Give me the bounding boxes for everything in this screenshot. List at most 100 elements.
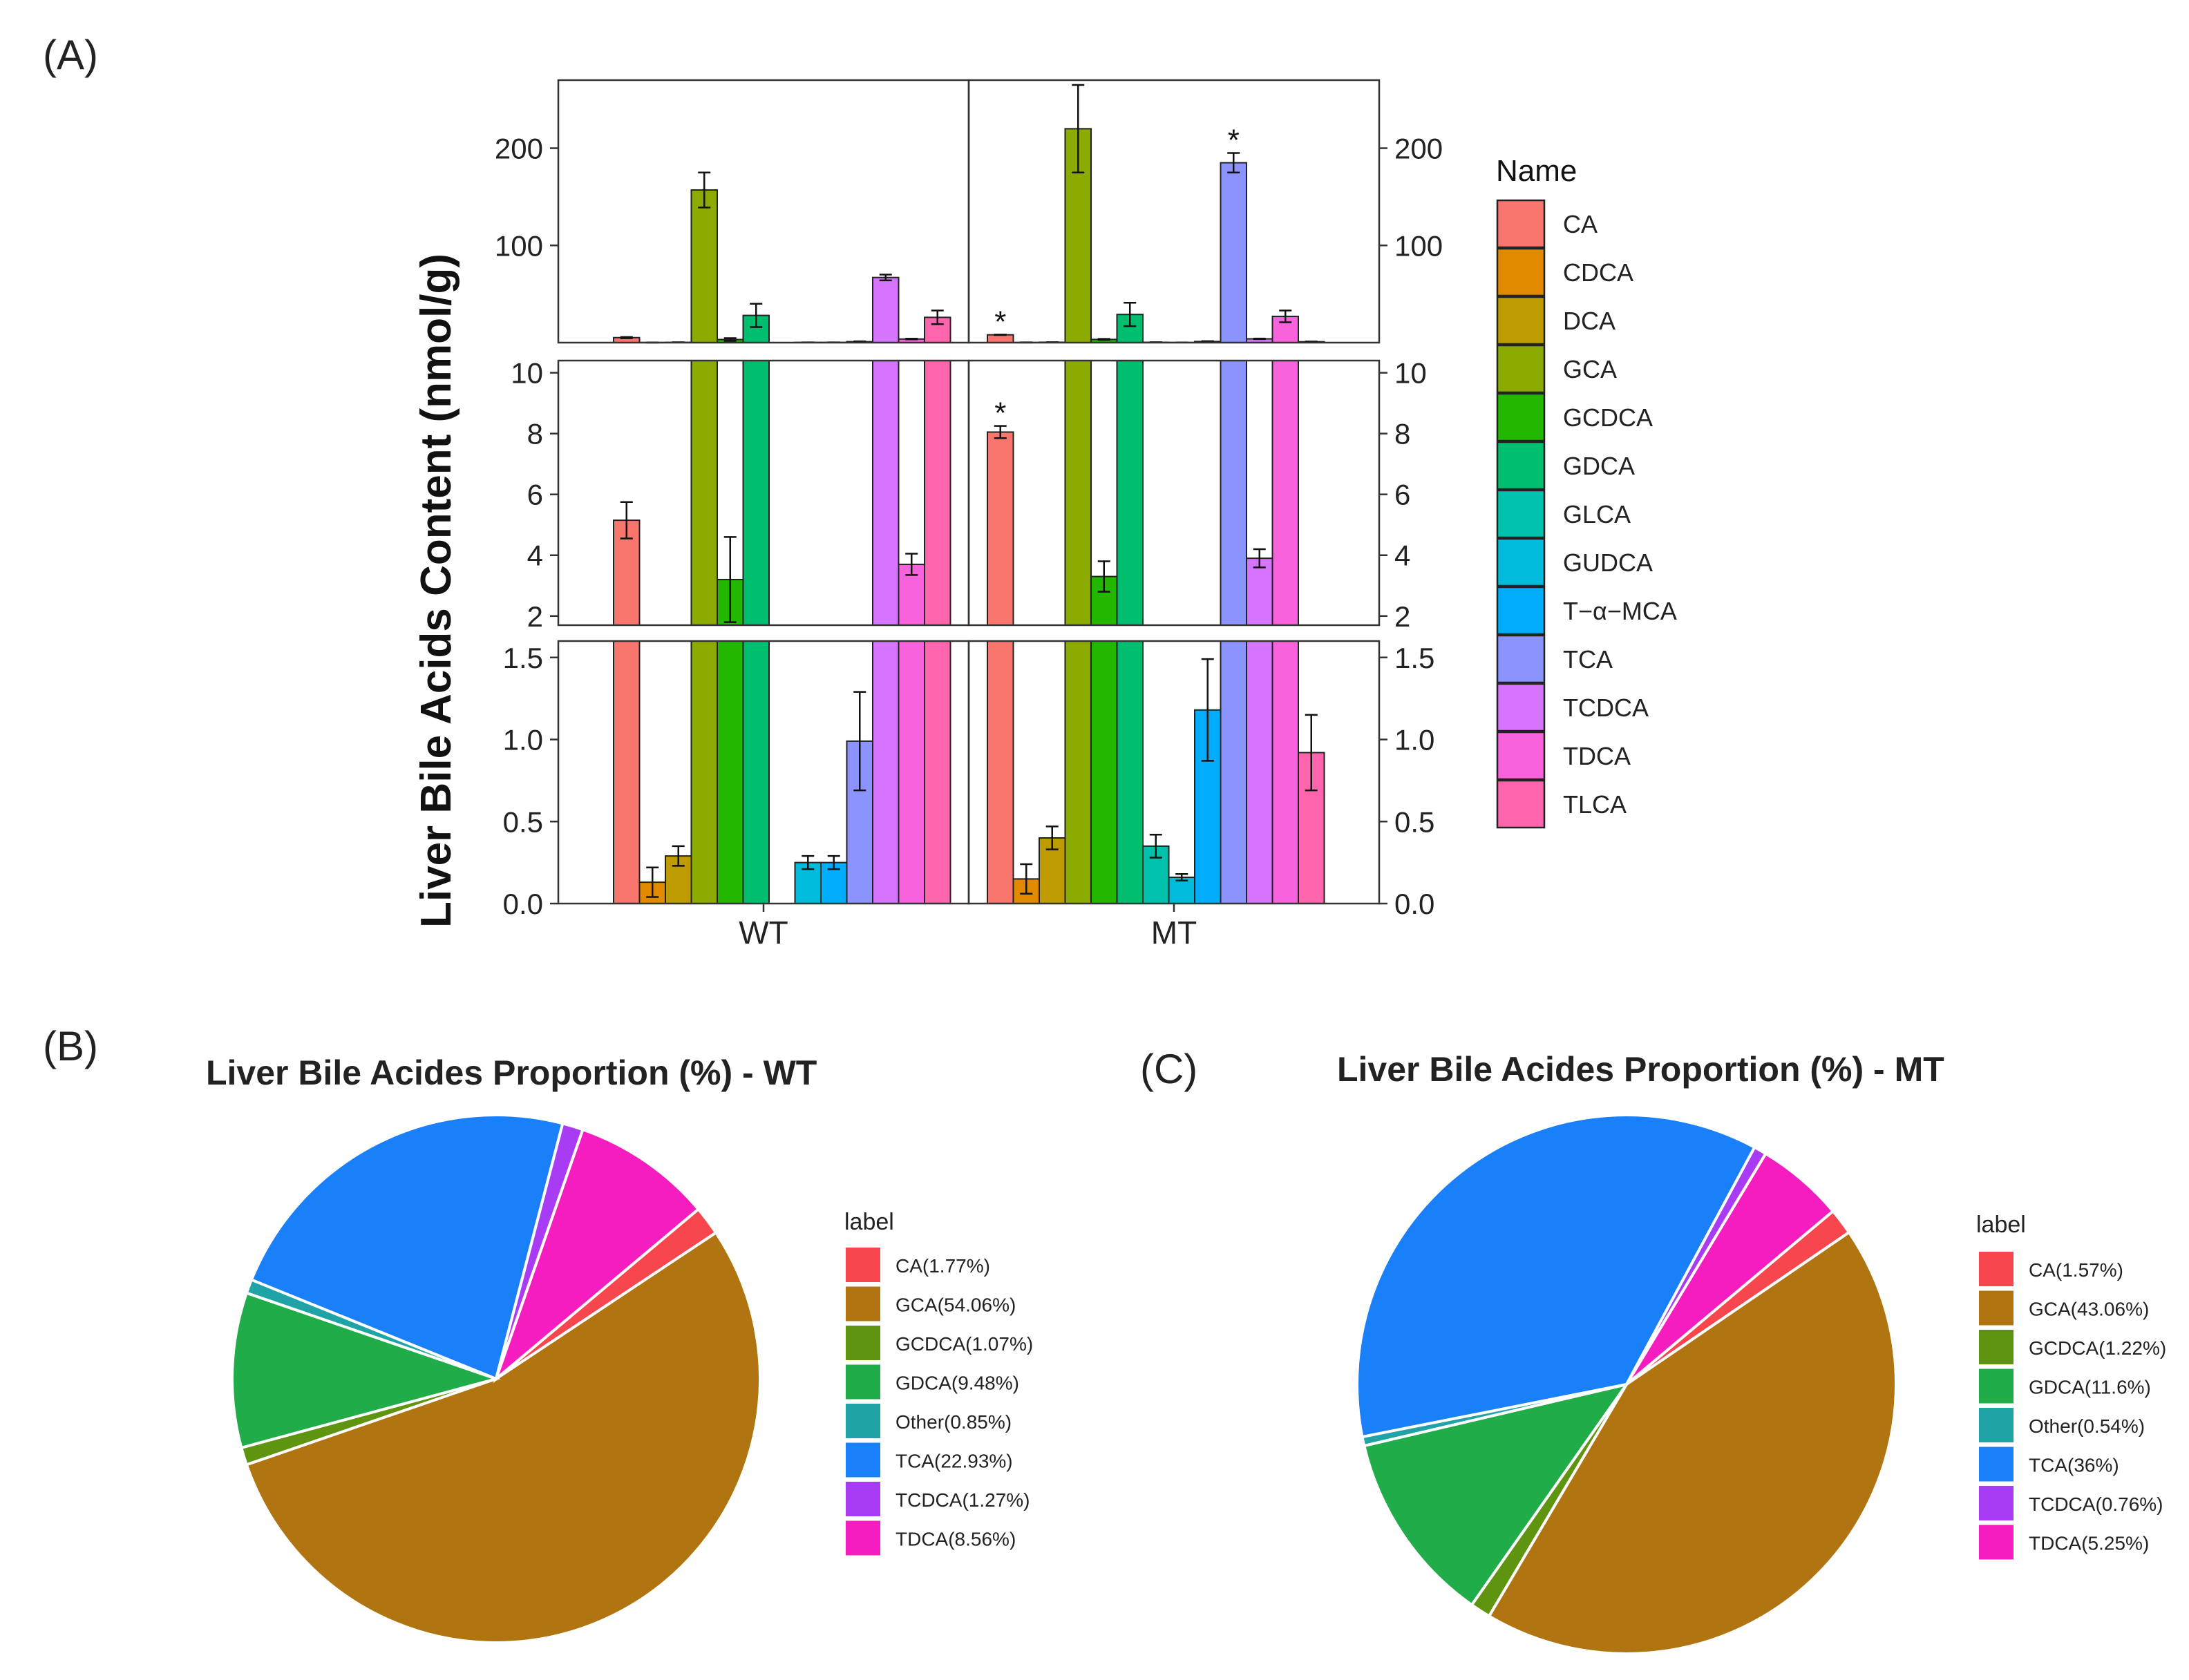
pie-legend-swatch-mt-other — [1979, 1408, 2013, 1442]
pie-legend-swatch-mt-gcdca — [1979, 1330, 2013, 1364]
significance-mark-mt-ca: * — [994, 397, 1006, 430]
bar-mt-tcdca-seg0 — [1246, 640, 1273, 904]
bar-legend: Name CA CDCA DCA GCA GCDCA GDCA GLCA GUDCA T−α−M… — [1496, 154, 1677, 829]
bar-wt-tcdca-seg1 — [872, 360, 900, 626]
legend-swatch-tca — [1496, 634, 1546, 684]
pie-legend-swatch-mt-gdca — [1979, 1368, 2013, 1404]
x-tick-label-wt: WT — [739, 915, 788, 951]
pie-legend-swatch-wt-tcdca — [846, 1482, 880, 1516]
pie-slice-mt-tdca — [1625, 1152, 1835, 1386]
error-bar-mt-t-mca — [1201, 340, 1214, 343]
bar-mt-tdca-seg1 — [1271, 360, 1299, 626]
bar-wt-gdca-seg1 — [742, 360, 770, 626]
bar-wt-tcdca-seg0 — [872, 640, 900, 904]
pie-legend-swatch-wt-gdca — [846, 1364, 880, 1400]
legend-label-gudca: GUDCA — [1563, 548, 1653, 577]
bar-wt-gdca-seg2 — [742, 314, 770, 343]
error-bar-wt-cdca — [646, 866, 659, 898]
pie-legend-label-wt-ca: CA(1.77%) — [896, 1255, 990, 1277]
legend-swatch-ca — [1496, 199, 1546, 249]
pie-chart-wt: Liver Bile Acides Proportion (%) - WT la… — [206, 1053, 1033, 1644]
bar-mt-ca-seg1 — [987, 431, 1014, 627]
pie-legend-label-mt-gdca: GDCA(11.6%) — [2029, 1377, 2151, 1398]
legend-swatch-cdca — [1496, 247, 1546, 297]
error-bar-mt-glca — [1149, 834, 1162, 859]
bar-mt-ca-seg0 — [987, 640, 1014, 904]
pie-legend-title-mt: label — [1976, 1212, 2026, 1238]
pie-legend-label-wt-gca: GCA(54.06%) — [896, 1295, 1016, 1316]
y-tick-label-right-0-1: 0.5 — [1394, 805, 1434, 838]
error-bar-mt-gudca — [1175, 873, 1188, 881]
legend-label-glca: GLCA — [1563, 500, 1631, 528]
error-bar-wt-gcdca — [723, 337, 737, 342]
y-tick-label-right-2-0: 100 — [1394, 229, 1443, 262]
legend-label-cdca: CDCA — [1563, 258, 1633, 287]
pie-slice-mt-tca — [1356, 1114, 1756, 1439]
error-bar-wt-gudca — [802, 855, 815, 870]
error-bar-wt-dca — [672, 845, 685, 867]
legend-label-tdca: TDCA — [1563, 742, 1631, 770]
pie-title-mt: Liver Bile Acides Proportion (%) - MT — [1337, 1050, 1944, 1089]
frame-mt-seg2 — [967, 79, 1381, 344]
y-tick-label-right-1-2: 6 — [1394, 479, 1410, 511]
error-bar-mt-t-mca — [1201, 658, 1214, 762]
error-bar-mt-gdca — [1124, 302, 1137, 327]
bar-mt-gca-seg1 — [1064, 360, 1092, 626]
bar-wt-gca-seg1 — [690, 360, 718, 626]
pie-slice-wt-gca — [245, 1230, 761, 1644]
legend-label-tcdca: TCDCA — [1563, 694, 1649, 722]
legend-label-gcdca: GCDCA — [1563, 403, 1653, 432]
pie-title-wt: Liver Bile Acides Proportion (%) - WT — [206, 1053, 817, 1092]
bar-mt-tca-seg1 — [1220, 360, 1247, 626]
legend-swatch-gcdca — [1496, 392, 1546, 442]
bar-mt-tca-seg2 — [1220, 162, 1247, 343]
pie-legend-mt: CA(1.57%) GCA(43.06%) GCDCA(1.22%) GDCA(11.… — [1979, 1252, 2166, 1560]
y-tick-label-left-0-2: 1.0 — [503, 724, 543, 756]
panel-label-b: (B) — [43, 1023, 98, 1069]
pie-legend-wt: CA(1.77%) GCA(54.06%) GCDCA(1.07%) GDCA(9.4… — [846, 1248, 1033, 1556]
pie-legend-label-mt-tcdca: TCDCA(0.76%) — [2029, 1493, 2163, 1515]
panel-label-a: (A) — [43, 32, 98, 78]
error-bar-mt-tcdca — [1253, 548, 1266, 569]
pie-legend-title-wt: label — [844, 1209, 894, 1235]
significance-mark-mt-ca: * — [994, 305, 1006, 338]
pie-legend-swatch-wt-ca — [846, 1248, 880, 1282]
legend-swatch-t-mca — [1496, 586, 1546, 636]
axes: 0.0 0.0 0.5 0.5 1.0 1.0 1.5 1.5 2 2 4 4 6 6 8 8 10 10 100 1… — [495, 133, 1443, 951]
error-bar-mt-tlca — [1305, 714, 1318, 792]
panel-label-c: (C) — [1140, 1046, 1197, 1092]
legend-label-dca: DCA — [1563, 307, 1615, 335]
error-bar-mt-gcdca — [1097, 560, 1110, 593]
y-tick-label-right-0-0: 0.0 — [1394, 888, 1434, 920]
pie-chart-mt: Liver Bile Acides Proportion (%) - MT la… — [1337, 1050, 2166, 1655]
bar-mt-gudca-seg0 — [1168, 877, 1195, 904]
y-tick-label-right-1-4: 10 — [1394, 357, 1427, 390]
pie-legend-swatch-mt-gca — [1979, 1290, 2013, 1326]
bar-wt-gcdca-seg0 — [717, 640, 744, 904]
bar-wt-tcdca-seg2 — [872, 276, 900, 343]
pie-legend-swatch-wt-gca — [846, 1286, 880, 1321]
legend-label-tca: TCA — [1563, 645, 1613, 674]
error-bar-wt-tca — [853, 691, 866, 792]
pie-slice-wt-tca — [249, 1114, 565, 1381]
bar-wt-tlca-seg0 — [924, 640, 951, 904]
legend-label-tlca: TLCA — [1563, 790, 1627, 819]
legend-swatch-gdca — [1496, 441, 1546, 490]
y-tick-label-right-1-1: 4 — [1394, 540, 1410, 572]
y-tick-label-right-2-1: 200 — [1394, 133, 1443, 165]
error-bar-wt-gdca — [750, 303, 763, 328]
pie-legend-swatch-wt-tca — [846, 1442, 880, 1478]
legend-label-gca: GCA — [1563, 355, 1617, 383]
pie-legend-swatch-wt-other — [846, 1404, 880, 1438]
y-tick-label-right-1-3: 8 — [1394, 418, 1410, 450]
bar-mt-tdca-seg0 — [1271, 640, 1299, 904]
bar-mt-gca-seg0 — [1064, 640, 1092, 904]
pie-legend-label-wt-tca: TCA(22.93%) — [896, 1451, 1013, 1472]
pie-legend-swatch-wt-gcdca — [846, 1326, 880, 1360]
error-bar-wt-ca — [620, 336, 633, 339]
y-tick-label-left-1-2: 6 — [527, 479, 543, 511]
y-tick-label-left-2-1: 200 — [495, 133, 543, 165]
pie-legend-label-mt-tca: TCA(36%) — [2029, 1455, 2119, 1476]
error-bar-wt-tdca — [905, 338, 918, 341]
